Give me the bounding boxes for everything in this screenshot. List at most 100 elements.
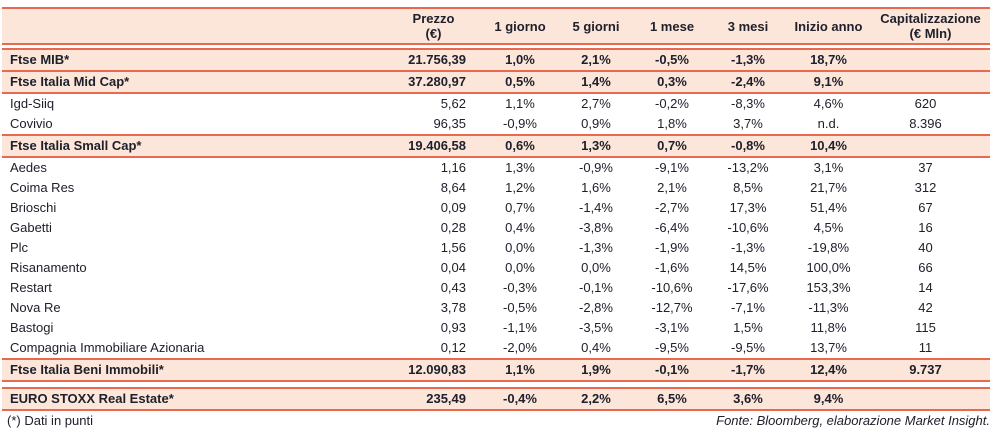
cell-d1: 0,0% (505, 240, 535, 255)
cell-m1: -1,9% (655, 240, 689, 255)
cell-name: Igd-Siiq (10, 96, 55, 111)
cell-d5: -1,3% (579, 240, 613, 255)
cell-m3: -1,3% (731, 240, 765, 255)
footnote-dati-in-punti: (*) Dati in punti (7, 413, 93, 428)
cell-cap (871, 136, 990, 156)
cell-prezzo: 1,56 (440, 240, 466, 255)
cell-d5: 1,4% (581, 74, 611, 89)
cell-m1: 2,1% (657, 180, 687, 195)
cell-cap: 66 (918, 260, 933, 275)
cell-name: Coima Res (10, 180, 75, 195)
cell-ytd: 4,6% (813, 96, 844, 111)
cell-ytd: 18,7% (810, 52, 847, 67)
cell-m1: -2,7% (655, 200, 689, 215)
table-row-brioschi: Brioschi 0,09 0,7% -1,4% -2,7% 17,3% 51,4% 67 (2, 198, 990, 218)
cell-prezzo: 0,09 (440, 200, 466, 215)
cell-m3: -10,6% (727, 220, 769, 235)
header-cell-ytd: Inizio anno (794, 18, 863, 34)
cell-d5: 1,3% (581, 138, 611, 153)
cell-m1: 1,8% (657, 116, 687, 131)
cell-ytd: 9,4% (813, 391, 844, 406)
cell-m3: 3,6% (733, 391, 763, 406)
cell-m1: -0,2% (655, 96, 689, 111)
cell-ytd: 51,4% (810, 200, 847, 215)
cell-prezzo: 96,35 (433, 116, 466, 131)
cell-name: Nova Re (10, 300, 61, 315)
table-row-ftse-italia-beni-immobili: Ftse Italia Beni Immobili* 12.090,83 1,1% 1… (2, 358, 990, 382)
table-row-igd-siiq: Igd-Siiq 5,62 1,1% 2,7% -0,2% -8,3% 4,6% 620 (2, 94, 990, 114)
header-cell-prezzo: Prezzo (€) (412, 11, 455, 41)
market-performance-table: Prezzo (€) 1 giorno 5 giorni 1 mese 3 mesi In… (2, 7, 990, 428)
table-row-plc: Plc 1,56 0,0% -1,3% -1,9% -1,3% -19,8% 40 (2, 238, 990, 258)
cell-m3: 1,5% (733, 320, 763, 335)
cell-d1: -2,0% (503, 340, 537, 355)
cell-m3: -1,7% (731, 362, 765, 377)
cell-d1: 1,2% (505, 180, 535, 195)
cell-prezzo: 0,93 (440, 320, 466, 335)
cell-d1: -1,1% (503, 320, 537, 335)
cell-m1: -3,1% (655, 320, 689, 335)
cell-cap: 42 (918, 300, 933, 315)
cell-cap (871, 389, 990, 409)
cell-d5: -3,8% (579, 220, 613, 235)
cell-name: Covivio (10, 116, 53, 131)
cell-d5: -3,5% (579, 320, 613, 335)
cell-cap: 37 (918, 160, 933, 175)
section-spacer (2, 382, 990, 387)
table-rows: Ftse MIB* 21.756,39 1,0% 2,1% -0,5% -1,3% 18,7… (2, 45, 990, 411)
header-cell-m1: 1 mese (649, 18, 695, 34)
cell-m3: 17,3% (729, 200, 767, 215)
cell-m3: -17,6% (727, 280, 769, 295)
cell-name: Restart (10, 280, 52, 295)
cell-d1: 0,0% (505, 260, 535, 275)
cell-d5: 0,0% (581, 260, 611, 275)
cell-prezzo: 12.090,83 (408, 362, 466, 377)
cell-d5: 0,4% (581, 340, 611, 355)
cell-cap: 67 (918, 200, 933, 215)
cell-d1: -0,4% (503, 391, 537, 406)
cell-cap: 8.396 (909, 116, 942, 131)
cell-d5: 0,9% (581, 116, 611, 131)
cell-d1: 0,6% (505, 138, 535, 153)
cell-ytd: 12,4% (810, 362, 847, 377)
cell-d1: -0,3% (503, 280, 537, 295)
cell-prezzo: 5,62 (440, 96, 466, 111)
cell-ytd: 4,5% (813, 220, 844, 235)
table-row-nova-re: Nova Re 3,78 -0,5% -2,8% -12,7% -7,1% -11,3% 42 (2, 298, 990, 318)
cell-cap: 16 (918, 220, 933, 235)
cell-name: Ftse Italia Mid Cap* (10, 74, 130, 89)
cell-cap (871, 72, 990, 92)
cell-cap: 40 (918, 240, 933, 255)
cell-ytd: 10,4% (810, 138, 847, 153)
cell-cap (871, 50, 990, 70)
cell-m3: -0,8% (731, 138, 765, 153)
cell-d1: -0,9% (503, 116, 537, 131)
cell-d5: -0,9% (579, 160, 613, 175)
cell-m1: -1,6% (655, 260, 689, 275)
cell-m1: -12,7% (651, 300, 693, 315)
cell-cap: 11 (918, 340, 933, 355)
cell-m1: -9,1% (655, 160, 689, 175)
cell-name: Ftse MIB* (10, 52, 70, 67)
cell-m1: 6,5% (657, 391, 687, 406)
cell-prezzo: 0,43 (440, 280, 466, 295)
header-cell-name (2, 9, 385, 43)
cell-name: Ftse Italia Beni Immobili* (10, 362, 164, 377)
cell-ytd: 9,1% (813, 74, 844, 89)
table-row-risanamento: Risanamento 0,04 0,0% 0,0% -1,6% 14,5% 100,0% 6… (2, 258, 990, 278)
cell-prezzo: 235,49 (426, 391, 466, 406)
cell-m1: -0,5% (655, 52, 689, 67)
cell-d5: -2,8% (579, 300, 613, 315)
cell-name: Plc (10, 240, 29, 255)
cell-name: Risanamento (10, 260, 87, 275)
table-footer: (*) Dati in punti Fonte: Bloomberg, elab… (2, 411, 990, 428)
cell-d1: 1,1% (505, 362, 535, 377)
cell-prezzo: 0,04 (440, 260, 466, 275)
cell-prezzo: 8,64 (440, 180, 466, 195)
section-spacer (2, 45, 990, 48)
source-attribution: Fonte: Bloomberg, elaborazione Market In… (716, 413, 990, 428)
table-header-row: Prezzo (€) 1 giorno 5 giorni 1 mese 3 mesi In… (2, 7, 990, 45)
table-row-euro-stoxx-real-estate: EURO STOXX Real Estate* 235,49 -0,4% 2,2% 6,… (2, 387, 990, 411)
header-cell-d1: 1 giorno (494, 18, 546, 34)
table-row-compagnia-immobiliare-azionaria: Compagnia Immobiliare Azionaria 0,12 -2,0%… (2, 338, 990, 358)
